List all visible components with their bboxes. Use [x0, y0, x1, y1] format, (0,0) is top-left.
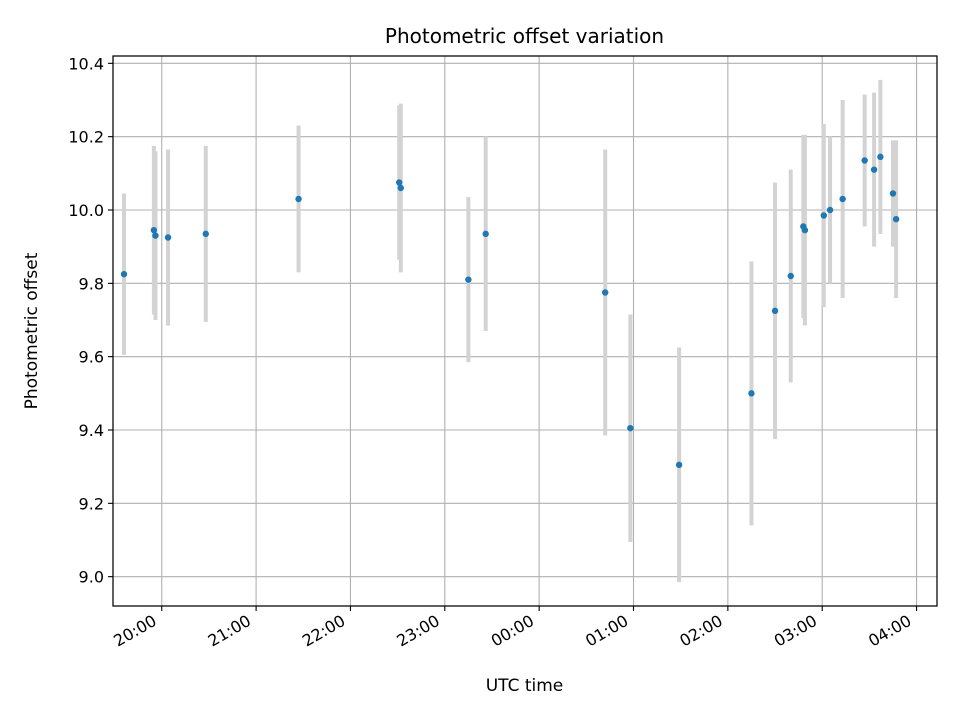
data-point [295, 195, 302, 203]
data-point [395, 179, 403, 186]
data-point [787, 272, 794, 280]
x-tick-label: 02:00 [676, 611, 725, 651]
data-point [826, 206, 834, 214]
x-tick-label: 01:00 [582, 611, 631, 651]
x-axis-ticks: 20:00 21:00 22:00 23:00 00:00 01:00 02:00 03:00… [110, 606, 918, 651]
data-point [152, 232, 159, 239]
data-point [627, 424, 634, 432]
x-tick-label: 00:00 [488, 611, 537, 651]
errorbars [122, 79, 899, 583]
y-axis-ticks: 9.0 9.2 9.4 9.6 9.8 10.0 10.2 10.4 [68, 54, 113, 587]
y-tick-label: 10.0 [68, 201, 104, 220]
data-point [877, 153, 884, 161]
x-tick-label: 22:00 [299, 611, 348, 651]
y-tick-label: 9.2 [79, 494, 104, 513]
data-point [889, 190, 897, 197]
data-point [771, 307, 779, 315]
x-tick-label: 04:00 [865, 611, 914, 651]
chart-title: Photometric offset variation [385, 24, 664, 48]
data-point [202, 230, 209, 238]
data-point [870, 166, 878, 173]
data-point [164, 234, 172, 241]
x-tick-label: 20:00 [110, 611, 159, 651]
data-point [150, 226, 158, 234]
x-tick-label: 03:00 [771, 611, 820, 651]
x-tick-label: 23:00 [393, 611, 442, 651]
data-point [465, 276, 472, 283]
y-tick-label: 9.8 [79, 274, 104, 293]
data-point [120, 270, 128, 278]
data-point [820, 212, 827, 219]
y-tick-label: 9.0 [79, 568, 104, 587]
data-point [397, 184, 404, 192]
y-axis-label: Photometric offset [22, 252, 42, 409]
data-point [801, 226, 809, 234]
data-point [482, 230, 489, 238]
x-axis-label: UTC time [486, 676, 564, 696]
data-points [120, 153, 900, 469]
data-point [892, 215, 900, 223]
y-tick-label: 10.2 [68, 128, 104, 147]
grid [113, 56, 937, 606]
y-tick-label: 9.6 [79, 348, 104, 367]
data-point [861, 157, 868, 164]
data-point [675, 461, 683, 469]
data-point [748, 390, 755, 397]
data-point [601, 289, 609, 296]
y-tick-label: 10.4 [68, 54, 104, 73]
y-tick-label: 9.4 [79, 421, 104, 440]
x-tick-label: 21:00 [205, 611, 254, 651]
data-point [839, 195, 846, 203]
plot-frame [112, 55, 938, 607]
